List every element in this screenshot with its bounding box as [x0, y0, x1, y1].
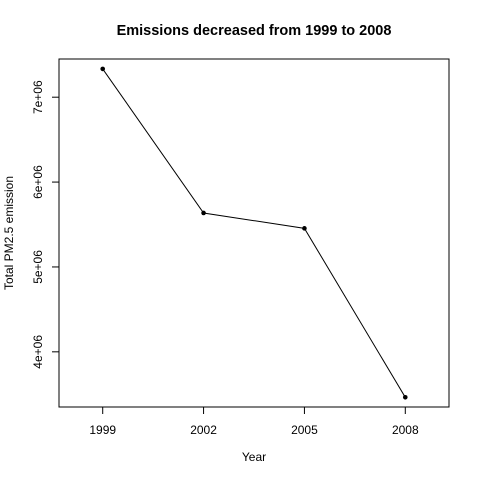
y-tick-label: 7e+06 — [31, 80, 45, 114]
data-point — [100, 66, 106, 72]
x-axis: 1999 2002 2005 2008 — [89, 407, 419, 437]
y-tick-label: 4e+06 — [31, 335, 45, 369]
data-point — [201, 210, 206, 216]
y-axis-label: Total PM2.5 emission — [2, 176, 16, 290]
series-line — [102, 68, 406, 398]
data-points — [100, 66, 408, 400]
x-tick-label: 2005 — [291, 423, 318, 437]
x-tick-label: 2002 — [190, 423, 217, 437]
plot-frame — [58, 58, 450, 408]
x-tick-label: 2008 — [392, 423, 419, 437]
x-axis-label: Year — [242, 450, 266, 464]
data-point — [302, 226, 307, 231]
chart-title: Emissions decreased from 1999 to 2008 — [117, 23, 392, 39]
x-tick-label: 1999 — [89, 423, 116, 437]
y-tick-label: 6e+06 — [31, 165, 45, 199]
y-axis: 4e+06 5e+06 6e+06 7e+06 — [31, 80, 59, 369]
y-tick-label: 5e+06 — [31, 250, 45, 284]
data-point — [402, 395, 408, 400]
